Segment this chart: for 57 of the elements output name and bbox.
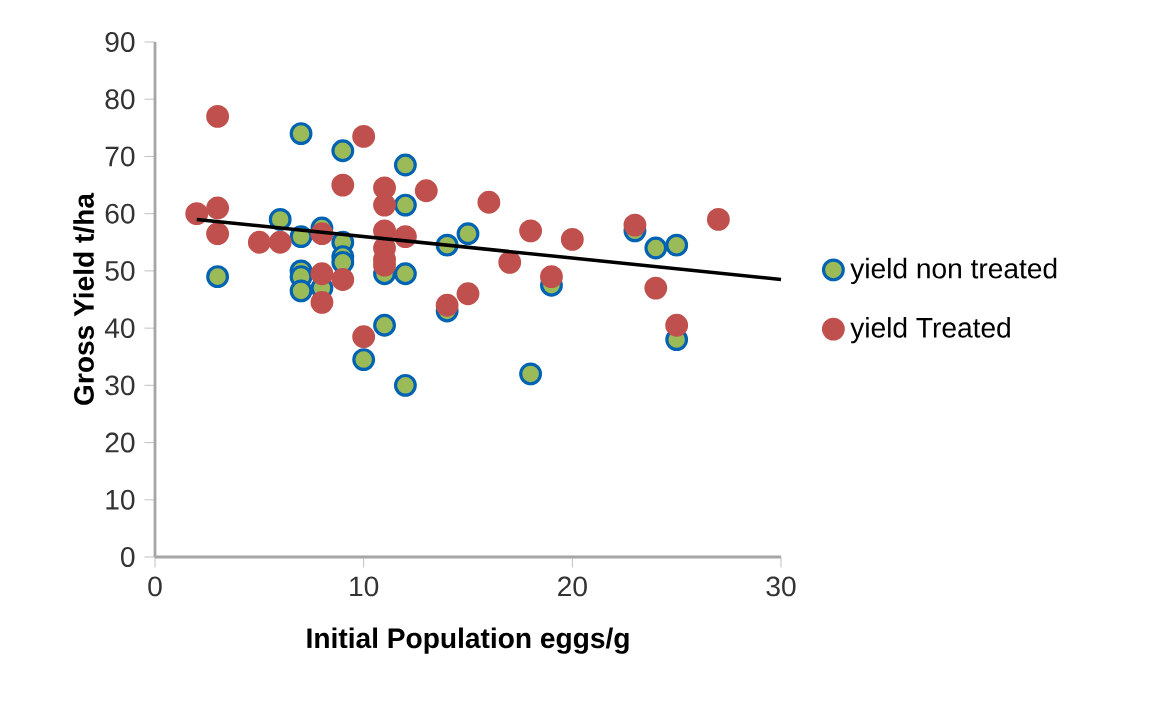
point xyxy=(519,219,543,243)
point xyxy=(644,236,668,260)
point xyxy=(393,373,417,397)
point xyxy=(560,228,584,251)
point xyxy=(456,222,480,246)
point xyxy=(331,173,355,197)
y-tick-label: 90 xyxy=(105,32,135,52)
point xyxy=(540,265,563,289)
point xyxy=(268,230,292,254)
point xyxy=(435,293,459,317)
y-axis-title: Gross Yield t/ha xyxy=(73,192,95,405)
point xyxy=(289,122,313,145)
point xyxy=(498,250,522,274)
point xyxy=(393,153,417,177)
point xyxy=(206,104,230,128)
point xyxy=(352,348,376,372)
point xyxy=(310,290,334,314)
point xyxy=(393,262,417,286)
point xyxy=(352,125,376,148)
x-tick-label: 10 xyxy=(350,576,379,597)
point xyxy=(706,207,730,231)
point xyxy=(185,202,209,226)
point xyxy=(519,362,543,386)
x-tick-label: 30 xyxy=(766,576,796,597)
point xyxy=(331,268,355,291)
point xyxy=(206,196,230,220)
point xyxy=(393,193,417,217)
point xyxy=(331,139,355,163)
legend-label: yield Treated xyxy=(850,317,1010,344)
point xyxy=(477,190,501,214)
y-tick-label: 10 xyxy=(106,489,135,510)
point xyxy=(373,193,396,217)
point xyxy=(206,265,230,289)
point xyxy=(289,279,313,303)
point xyxy=(644,276,668,300)
point xyxy=(665,233,689,257)
point xyxy=(310,262,334,286)
legend-label: yield non treated xyxy=(850,257,1057,285)
x-tick-label: 0 xyxy=(148,576,162,597)
y-tick-label: 30 xyxy=(105,375,135,396)
y-tick-label: 20 xyxy=(105,432,135,453)
y-tick-label: 60 xyxy=(105,203,135,224)
x-tick-label: 20 xyxy=(558,576,587,597)
y-tick-label: 0 xyxy=(121,547,135,567)
point xyxy=(352,325,376,349)
point xyxy=(665,313,689,337)
y-tick-label: 80 xyxy=(105,89,135,110)
point xyxy=(623,213,647,237)
y-tick-label: 40 xyxy=(104,318,135,339)
x-axis-title: Initial Population eggs/g xyxy=(307,627,629,654)
point xyxy=(247,230,271,254)
point xyxy=(414,179,438,203)
point xyxy=(373,313,396,337)
point xyxy=(206,222,230,246)
y-tick-label: 50 xyxy=(105,260,135,281)
point xyxy=(456,282,480,306)
y-tick-label: 70 xyxy=(105,146,135,167)
